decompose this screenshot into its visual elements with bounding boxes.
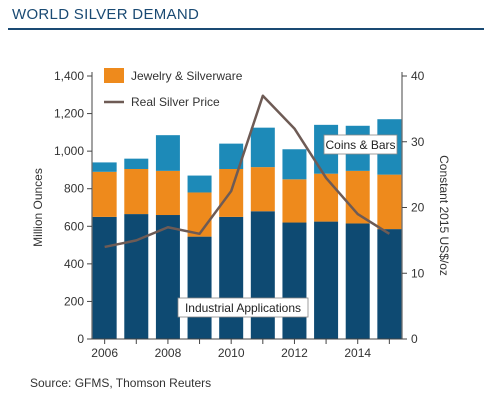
bar-coins-2007 — [124, 158, 149, 169]
bar-industrial-2008 — [155, 215, 180, 339]
chart-title: WORLD SILVER DEMAND — [12, 6, 200, 23]
legend-label-jewelry: Jewelry & Silverware — [131, 69, 243, 83]
bar-industrial-2015 — [377, 229, 402, 339]
industrial-label: Industrial Applications — [185, 301, 301, 315]
bars-layer — [92, 119, 402, 339]
bar-coins-2009 — [187, 175, 212, 193]
bar-jewelry-2008 — [155, 170, 180, 216]
price-line-layer — [104, 94, 391, 249]
bar-coins-2008 — [155, 135, 180, 171]
y-tick-label: 400 — [64, 257, 84, 271]
legend: Jewelry & Silverware Real Silver Price — [104, 68, 243, 109]
bar-industrial-2012 — [282, 222, 307, 339]
coins-label: Coins & Bars — [325, 138, 395, 152]
bar-industrial-2010 — [219, 216, 244, 339]
y2-tick-label: 30 — [411, 135, 425, 149]
bar-coins-2006 — [92, 162, 117, 172]
axes-layer: 0 200 400 600 800 1,000 1,200 1,400 0 10 20 30 40 200… — [31, 69, 451, 360]
x-tick-label: 2008 — [155, 346, 182, 360]
bar-industrial-2006 — [92, 216, 117, 339]
bar-industrial-2014 — [345, 223, 370, 339]
bar-industrial-2007 — [124, 214, 149, 339]
x-tick-label: 2006 — [91, 346, 118, 360]
bar-jewelry-2014 — [345, 170, 370, 224]
bar-jewelry-2009 — [187, 192, 212, 237]
silver-demand-chart: 0 200 400 600 800 1,000 1,200 1,400 0 10 20 30 40 200… — [31, 68, 451, 360]
source-note: Source: GFMS, Thomson Reuters — [30, 376, 212, 390]
bar-jewelry-2013 — [314, 173, 339, 222]
y2-axis-title: Constant 2015 US$/oz — [437, 155, 451, 276]
y2-tick-label: 0 — [411, 332, 418, 346]
bar-jewelry-2011 — [250, 167, 275, 212]
annotations: Coins & Bars Industrial Applications — [177, 134, 398, 318]
bar-jewelry-2012 — [282, 179, 307, 223]
y2-tick-label: 20 — [411, 201, 425, 215]
y-tick-label: 600 — [64, 219, 84, 233]
bar-industrial-2013 — [314, 221, 339, 339]
coins-label-box — [323, 134, 398, 155]
y-tick-label: 800 — [64, 182, 84, 196]
y-axis-title: Million Ounces — [31, 168, 45, 247]
y2-tick-label: 40 — [411, 69, 425, 83]
y2-tick-label: 10 — [411, 266, 425, 280]
bar-coins-2011 — [250, 127, 275, 168]
bar-jewelry-2007 — [124, 168, 149, 215]
y-tick-label: 200 — [64, 294, 84, 308]
x-tick-label: 2012 — [281, 346, 308, 360]
legend-label-price: Real Silver Price — [131, 95, 220, 109]
price-line — [104, 94, 391, 249]
y-tick-label: 1,200 — [54, 107, 84, 121]
y-tick-label: 1,400 — [54, 69, 84, 83]
bar-industrial-2009 — [187, 236, 212, 339]
bar-jewelry-2015 — [377, 174, 402, 230]
legend-swatch-jewelry — [104, 68, 124, 83]
bar-coins-2012 — [282, 149, 307, 180]
industrial-label-box — [177, 297, 309, 318]
title-rule — [8, 28, 484, 30]
y-tick-label: 1,000 — [54, 144, 84, 158]
x-tick-label: 2014 — [344, 346, 371, 360]
x-tick-label: 2010 — [218, 346, 245, 360]
y-tick-label: 0 — [77, 332, 84, 346]
bar-industrial-2011 — [250, 211, 275, 339]
bar-jewelry-2006 — [92, 171, 117, 217]
